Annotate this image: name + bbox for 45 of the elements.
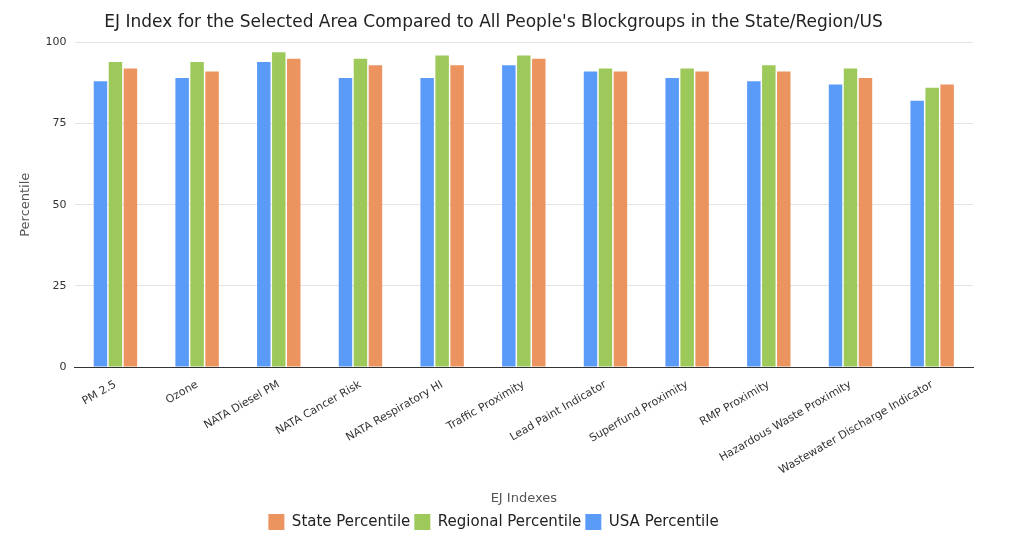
legend-label: State Percentile	[291, 511, 411, 530]
bar	[762, 65, 776, 367]
bar	[925, 87, 939, 367]
bar	[940, 84, 954, 367]
bar	[680, 68, 694, 367]
chart-title: EJ Index for the Selected Area Compared to All People's Blockgroups in the State/Region/US	[104, 10, 883, 31]
bar	[598, 68, 613, 367]
bar	[910, 100, 924, 367]
bar	[532, 58, 546, 367]
bar	[257, 61, 271, 367]
bar	[828, 84, 843, 367]
y-tick-label: 100	[45, 35, 67, 49]
x-tick-label: PM 2.5	[79, 377, 119, 408]
y-axis-title: Percentile	[17, 172, 33, 237]
bar	[108, 61, 123, 367]
bar	[583, 71, 598, 367]
y-tick-label: 50	[52, 197, 67, 211]
bar	[858, 78, 873, 367]
x-axis-title: EJ Indexes	[490, 489, 558, 505]
bar	[338, 78, 353, 367]
y-tick-label: 25	[52, 278, 67, 292]
bar	[287, 58, 301, 367]
legend-label: Regional Percentile	[437, 511, 582, 530]
bar	[450, 65, 464, 367]
bar	[420, 78, 434, 367]
bar	[353, 58, 368, 367]
bar	[777, 71, 791, 367]
bar	[613, 71, 628, 367]
bar	[272, 52, 286, 367]
bar	[190, 61, 204, 367]
bar	[205, 71, 219, 367]
bar	[93, 81, 108, 367]
bar	[123, 68, 138, 367]
bar	[502, 65, 516, 367]
bar	[665, 78, 679, 367]
legend-label: USA Percentile	[608, 511, 719, 530]
bar	[843, 68, 858, 367]
bar	[368, 65, 383, 367]
bar	[175, 78, 189, 367]
y-tick-label: 0	[59, 359, 67, 373]
bar	[435, 55, 449, 367]
bar	[517, 55, 531, 367]
bar	[695, 71, 709, 367]
bar	[747, 81, 761, 367]
y-tick-label: 75	[52, 116, 67, 130]
